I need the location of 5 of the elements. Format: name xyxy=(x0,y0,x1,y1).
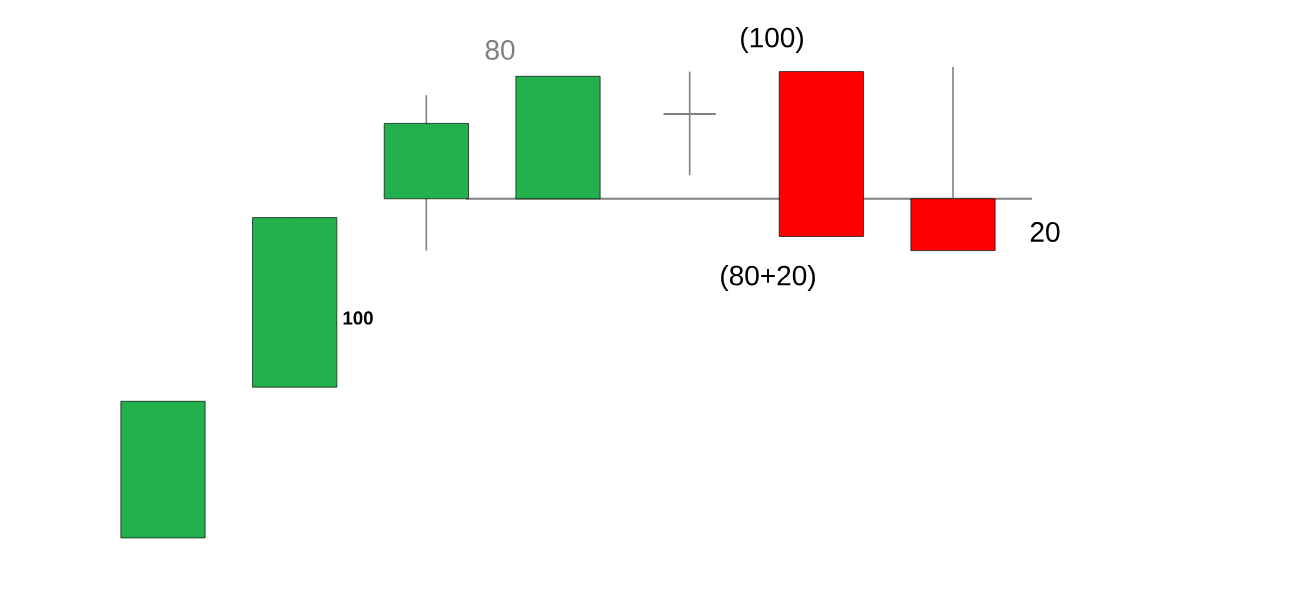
text: 80 xyxy=(485,40,515,60)
text: 20 xyxy=(1030,222,1060,242)
annotation: (80+20) xyxy=(721,264,815,292)
annotation: 100 xyxy=(343,311,373,325)
text: (100) xyxy=(741,26,803,54)
